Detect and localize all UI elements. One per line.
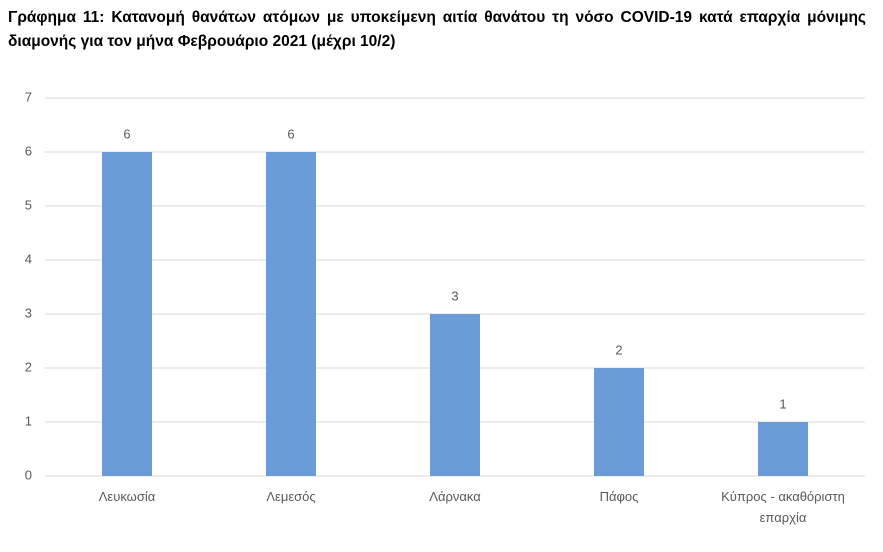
x-tick-label: Κύπρος - ακαθόριστη επαρχία <box>721 489 845 525</box>
chart-title: Γράφημα 11: Κατανομή θανάτων ατόμων με υ… <box>8 9 866 50</box>
x-tick-label: Πάφος <box>599 489 639 504</box>
y-tick-label: 0 <box>25 467 32 482</box>
y-tick-label: 3 <box>25 305 32 320</box>
bar <box>594 368 644 476</box>
x-tick-label: Λεμεσός <box>266 489 316 504</box>
x-tick-label: Λευκωσία <box>98 489 156 504</box>
data-label: 6 <box>287 126 294 141</box>
bar <box>102 152 152 476</box>
y-tick-label: 7 <box>25 89 32 104</box>
data-label: 1 <box>779 396 786 411</box>
y-tick-label: 5 <box>25 197 32 212</box>
data-label: 6 <box>123 126 130 141</box>
bar <box>266 152 316 476</box>
bar <box>430 314 480 476</box>
data-label: 3 <box>451 288 458 303</box>
y-tick-label: 4 <box>25 251 32 266</box>
y-tick-label: 2 <box>25 359 32 374</box>
bar <box>758 422 808 476</box>
x-tick-label: Λάρνακα <box>429 489 481 504</box>
data-label: 2 <box>615 342 622 357</box>
y-tick-label: 6 <box>25 143 32 158</box>
y-tick-label: 1 <box>25 413 32 428</box>
